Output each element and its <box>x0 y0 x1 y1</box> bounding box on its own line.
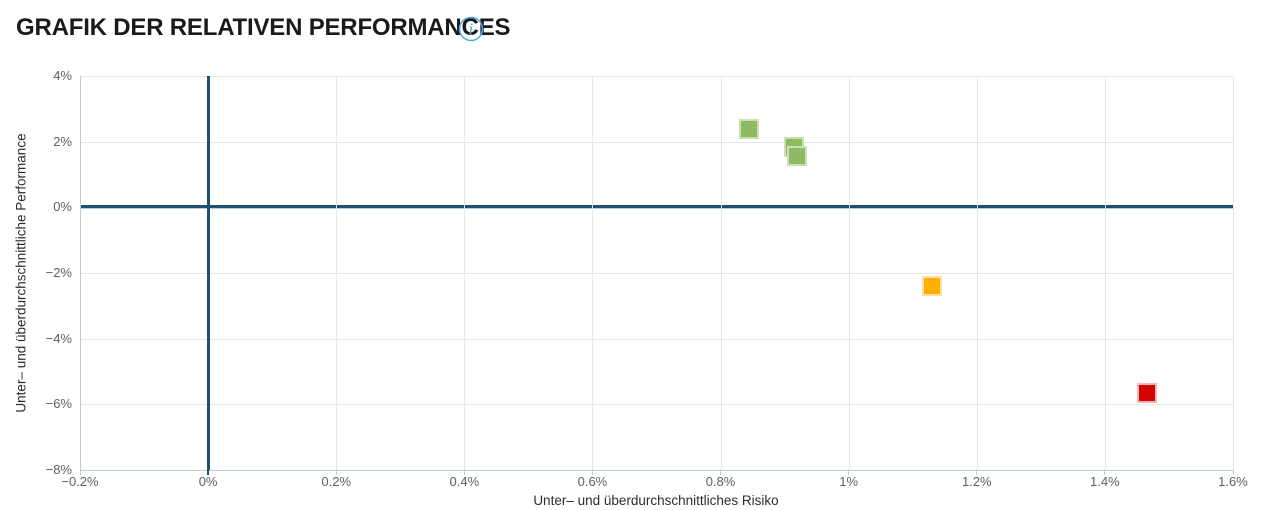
gridline-horizontal <box>80 404 1233 406</box>
x-axis-tick-label: 0.8% <box>705 474 736 489</box>
y-axis-tick-label: −6% <box>45 396 72 412</box>
gridline-vertical <box>1233 76 1234 470</box>
page-title: GRAFIK DER RELATIVEN PERFORMANCES <box>16 14 511 41</box>
info-icon[interactable]: i <box>458 16 484 42</box>
gridline-horizontal <box>80 141 1233 143</box>
gridline-vertical <box>1104 76 1106 470</box>
x-axis-tick-label: 1% <box>839 474 859 489</box>
y-axis-tick-label: −4% <box>45 330 72 346</box>
x-axis-tick-label: 0.4% <box>449 474 480 489</box>
y-axis-line <box>80 76 81 470</box>
data-point-marker[interactable] <box>787 146 808 167</box>
x-axis-tick <box>207 470 210 475</box>
y-axis-tick-label: 2% <box>53 133 72 149</box>
gridline-vertical <box>720 76 722 470</box>
x-axis-tick <box>1232 470 1234 475</box>
data-point-marker[interactable] <box>739 118 760 139</box>
svg-text:i: i <box>469 21 474 39</box>
x-axis-tick-label: 0.6% <box>577 474 608 489</box>
data-point-marker[interactable] <box>1136 382 1157 403</box>
gridline-vertical <box>592 76 594 470</box>
x-axis-title: Unter– und überdurchschnittliches Risiko <box>533 493 779 508</box>
x-axis-tick <box>79 470 81 475</box>
x-axis-tick <box>976 470 978 475</box>
gridline-horizontal <box>80 273 1233 274</box>
data-point-marker[interactable] <box>921 276 942 297</box>
info-icon-graphic: i <box>458 16 484 42</box>
x-axis-tick-label: 0% <box>198 474 218 489</box>
x-axis-tick-label: −0.2% <box>61 474 99 489</box>
x-axis-tick <box>848 470 850 475</box>
zero-line-vertical <box>206 76 210 470</box>
x-axis-tick <box>1104 470 1106 475</box>
x-axis-line <box>80 470 1233 471</box>
gridline-vertical <box>336 76 338 470</box>
x-axis-tick <box>591 470 593 475</box>
gridline-vertical <box>848 76 850 470</box>
x-axis-tick <box>335 470 337 475</box>
y-axis-tick-label: 4% <box>53 68 72 83</box>
gridline-vertical <box>464 76 466 470</box>
y-axis-tick-label: 0% <box>53 199 72 215</box>
y-axis-tick-label: −2% <box>45 265 72 280</box>
y-axis-tick-label: −8% <box>45 462 72 477</box>
x-axis-tick-label: 0.2% <box>321 474 352 489</box>
x-axis-tick-label: 1.6% <box>1218 474 1248 489</box>
gridline-horizontal <box>80 76 1233 77</box>
x-axis-tick <box>463 470 465 475</box>
x-axis-tick-label: 1.4% <box>1090 474 1120 489</box>
gridline-vertical <box>976 76 978 470</box>
x-axis-tick <box>720 470 722 475</box>
gridline-horizontal <box>80 338 1233 340</box>
zero-line-horizontal <box>80 205 1233 210</box>
x-axis-tick-label: 1.2% <box>961 474 992 489</box>
